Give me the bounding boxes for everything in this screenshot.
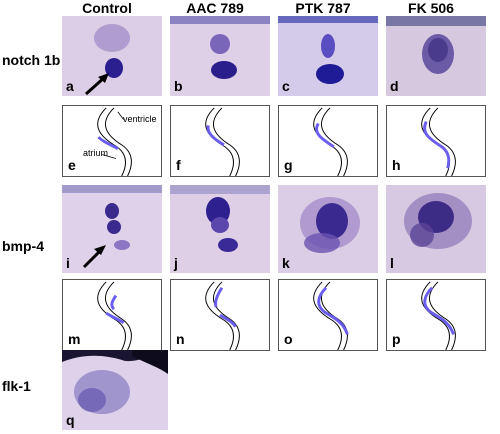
panel-b-photo: b: [170, 16, 270, 96]
panel-label-e: e: [68, 157, 76, 173]
stain-image: [278, 16, 378, 96]
panel-j-photo: j: [170, 185, 270, 273]
panel-o-schematic: o: [278, 279, 378, 351]
panel-e-schematic: ventricle atrium e: [62, 105, 162, 177]
panel-label-b: b: [174, 78, 183, 94]
panel-g-schematic: g: [278, 105, 378, 177]
stain-image: [62, 350, 168, 430]
row-label-bmp4: bmp-4: [2, 238, 44, 254]
panel-label-o: o: [284, 331, 293, 347]
panel-label-p: p: [392, 331, 401, 347]
stain-image: [170, 185, 270, 273]
panel-p-schematic: p: [386, 279, 486, 351]
heart-schematic-diagram: [421, 281, 456, 350]
row-label-flk1: flk-1: [2, 378, 31, 394]
panel-label-l: l: [390, 255, 394, 271]
heart-schematic-diagram: [421, 107, 456, 176]
panel-label-m: m: [68, 331, 81, 347]
heart-schematic-diagram: [313, 281, 349, 350]
stain-image: [62, 16, 162, 96]
column-header-aac789: AAC 789: [186, 0, 244, 16]
panel-l-photo: l: [386, 185, 486, 273]
heart-schematic-diagram: [97, 107, 132, 176]
column-header-control: Control: [82, 0, 132, 16]
panel-label-q: q: [66, 412, 75, 428]
panel-m-schematic: m: [62, 279, 162, 351]
panel-label-i: i: [66, 255, 70, 271]
panel-label-j: j: [174, 255, 178, 271]
stain-image: [278, 185, 378, 273]
row-label-notch1b: notch 1b: [2, 52, 61, 68]
panel-n-schematic: n: [170, 279, 270, 351]
panel-label-c: c: [282, 78, 290, 94]
stain-image: [386, 185, 486, 273]
ventricle-annotation: ventricle: [123, 114, 157, 124]
panel-a-photo: a: [62, 16, 162, 96]
stain-image: [170, 16, 270, 96]
panel-label-a: a: [66, 78, 74, 94]
panel-i-photo: i: [62, 185, 162, 273]
atrium-annotation: atrium: [83, 148, 109, 158]
heart-schematic-diagram: [205, 281, 240, 350]
stain-image: [386, 16, 486, 96]
panel-label-d: d: [390, 78, 399, 94]
heart-schematic-diagram: [313, 107, 348, 176]
panel-k-photo: k: [278, 185, 378, 273]
panel-label-f: f: [176, 157, 181, 173]
panel-h-schematic: h: [386, 105, 486, 177]
column-header-fk506: FK 506: [408, 0, 454, 16]
panel-d-photo: d: [386, 16, 486, 96]
panel-label-k: k: [282, 255, 290, 271]
column-header-ptk787: PTK 787: [295, 0, 351, 16]
panel-label-g: g: [284, 157, 293, 173]
panel-c-photo: c: [278, 16, 378, 96]
heart-schematic-diagram: [97, 281, 132, 350]
heart-schematic-diagram: [205, 107, 240, 176]
panel-f-schematic: f: [170, 105, 270, 177]
panel-q-photo: q: [62, 350, 168, 430]
panel-label-n: n: [176, 331, 185, 347]
stain-image: [62, 185, 162, 273]
panel-label-h: h: [392, 157, 401, 173]
